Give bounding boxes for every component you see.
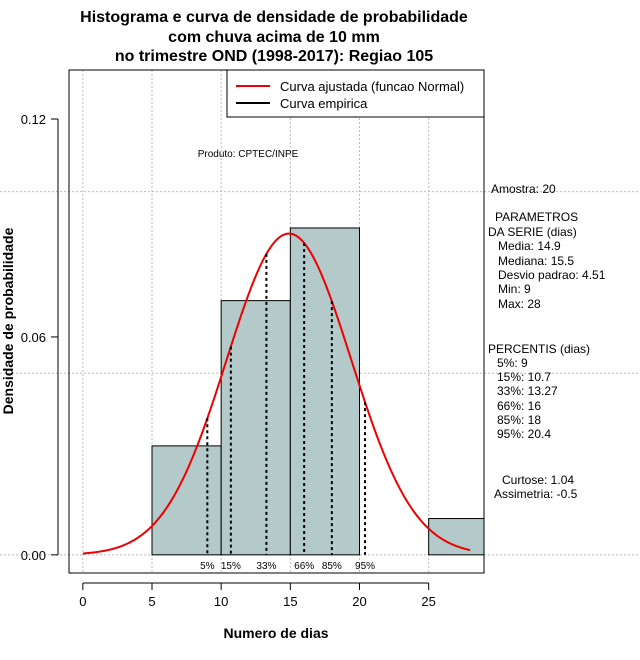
percentile-5: 5%: 9 (497, 356, 528, 370)
sample-size: Amostra: 20 (491, 182, 556, 196)
percentile-label: 15% (221, 561, 241, 572)
chart-title-line-1: Histograma e curva de densidade de proba… (80, 9, 468, 26)
kurtosis-value: Curtose: 1.04 (502, 473, 574, 487)
percentile-85: 85%: 18 (497, 413, 541, 427)
percentile-label: 66% (294, 561, 314, 572)
x-tick-label: 0 (79, 594, 86, 609)
percentile-66: 66%: 16 (497, 399, 541, 413)
x-tick-label: 20 (352, 594, 366, 609)
percentile-95: 95%: 20.4 (497, 427, 551, 441)
x-axis: 0 5 10 15 20 25 (79, 582, 436, 609)
percentile-label: 95% (355, 561, 375, 572)
y-axis: 0.00 0.06 0.12 (21, 112, 59, 563)
product-annotation: Produto: CPTEC/INPE (198, 149, 299, 160)
percentile-label: 5% (200, 561, 215, 572)
median-value: Mediana: 15.5 (498, 254, 574, 268)
y-tick-label: 0.12 (21, 112, 46, 127)
legend-label-empirical: Curva empirica (280, 96, 368, 111)
statistics-panel: Amostra: 20 PARAMETROS DA SERIE (dias) M… (488, 182, 606, 501)
percentile-15: 15%: 10.7 (497, 370, 551, 384)
x-tick-label: 15 (283, 594, 297, 609)
histogram-bar (289, 227, 361, 556)
min-value: Min: 9 (498, 282, 531, 296)
chart-title-line-2: com chuva acima de 10 mm (168, 29, 380, 46)
mean-value: Media: 14.9 (498, 239, 561, 253)
percentile-lines: 5% 15% 33% 66% 85% 95% (200, 242, 375, 572)
skewness-value: Assimetria: -0.5 (494, 487, 578, 501)
x-tick-label: 10 (214, 594, 228, 609)
parameters-title-1: PARAMETROS (495, 210, 578, 224)
histogram-bars (151, 227, 485, 556)
stddev-value: Desvio padrao: 4.51 (498, 268, 606, 282)
x-tick-label: 25 (421, 594, 435, 609)
y-tick-label: 0.06 (21, 330, 46, 345)
percentile-label: 33% (256, 561, 276, 572)
x-axis-label: Numero de dias (223, 625, 328, 641)
percentile-label: 85% (322, 561, 342, 572)
percentiles-title: PERCENTIS (dias) (488, 342, 590, 356)
legend: Curva ajustada (funcao Normal) Curva emp… (226, 69, 485, 118)
normal-curve (82, 232, 471, 555)
x-tick-label: 5 (148, 594, 155, 609)
chart-title-line-3: no trimestre OND (1998-2017): Regiao 105 (115, 48, 433, 65)
y-tick-label: 0.00 (21, 548, 46, 563)
y-axis-label: Densidade de probabilidade (0, 227, 16, 414)
legend-label-fitted: Curva ajustada (funcao Normal) (280, 79, 464, 94)
legend-box (226, 69, 485, 118)
histogram-bar (151, 445, 222, 556)
max-value: Max: 28 (498, 297, 541, 311)
parameters-title-2: DA SERIE (dias) (488, 225, 577, 239)
percentile-33: 33%: 13.27 (497, 384, 558, 398)
